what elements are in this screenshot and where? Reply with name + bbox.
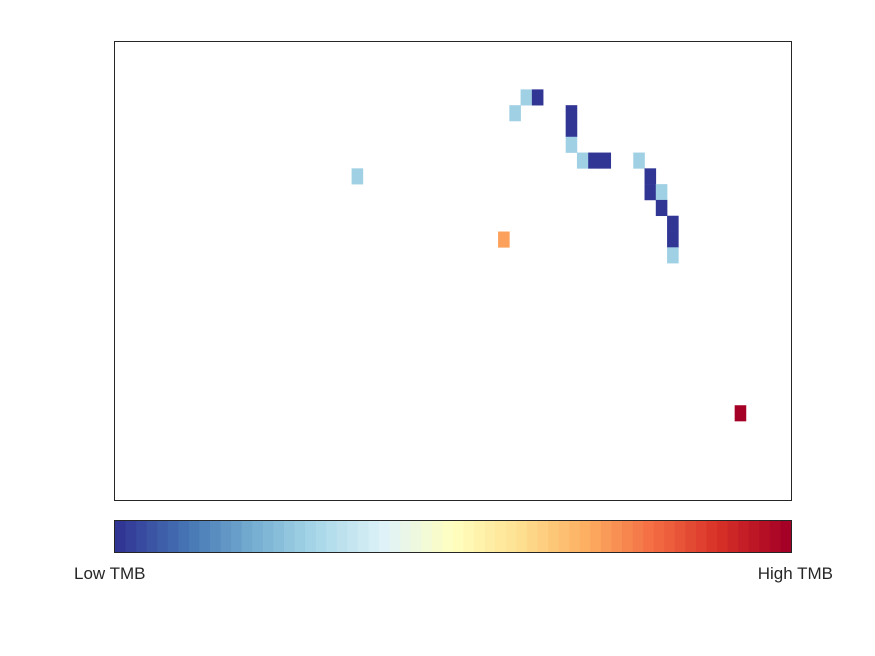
- colorbar-step: [495, 521, 507, 552]
- colorbar-step: [484, 521, 496, 552]
- colorbar-step: [685, 521, 697, 552]
- heatmap-cell-5: [565, 136, 578, 153]
- colorbar-step: [600, 521, 612, 552]
- heatmap-cell-16: [498, 231, 510, 248]
- colorbar-step: [474, 521, 486, 552]
- colorbar-step: [526, 521, 538, 552]
- colorbar-step: [431, 521, 443, 552]
- heatmap-cell-0: [520, 89, 533, 106]
- colorbar-step: [695, 521, 707, 552]
- colorbar-step: [569, 521, 581, 552]
- heatmap-cell-7: [588, 152, 600, 169]
- colorbar-step: [400, 521, 412, 552]
- colorbar-step: [315, 521, 327, 552]
- colorbar-step: [706, 521, 718, 552]
- colorbar-step: [410, 521, 422, 552]
- heatmap-cell-15: [667, 215, 679, 232]
- colorbar-step: [643, 521, 655, 552]
- colorbar-step: [167, 521, 179, 552]
- heatmap-cell-3: [565, 105, 578, 122]
- colorbar-step: [748, 521, 760, 552]
- heatmap-cell-17: [667, 231, 679, 248]
- colorbar-step: [769, 521, 781, 552]
- colorbar-high-label: High TMB: [757, 564, 833, 583]
- colorbar-step: [622, 521, 633, 552]
- colorbar-step: [273, 521, 285, 552]
- colorbar-step: [664, 521, 676, 552]
- heatmap-cell-18: [667, 247, 679, 264]
- colorbar-step: [357, 521, 369, 552]
- colorbar-step: [210, 521, 222, 552]
- colorbar-step: [241, 521, 253, 552]
- colorbar-step: [389, 521, 401, 552]
- colorbar-step: [379, 521, 391, 552]
- colorbar-step: [759, 521, 771, 552]
- colorbar-step: [347, 521, 359, 552]
- colorbar-step: [674, 521, 686, 552]
- colorbar-step: [738, 521, 750, 552]
- heatmap-cell-14: [655, 199, 668, 217]
- heatmap-cell-6: [576, 152, 589, 169]
- colorbar-step: [632, 521, 644, 552]
- colorbar-step: [653, 521, 665, 552]
- colorbar-step: [516, 521, 528, 552]
- colorbar-step: [505, 521, 517, 552]
- colorbar: [114, 520, 792, 553]
- colorbar-step: [136, 521, 148, 552]
- colorbar-step: [125, 521, 137, 552]
- colorbar-step: [442, 521, 454, 552]
- colorbar-low-label: Low TMB: [74, 564, 146, 583]
- heatmap-cell-11: [644, 168, 657, 185]
- colorbar-step: [548, 521, 560, 552]
- colorbar-step: [146, 521, 158, 552]
- colorbar-gradient: [115, 521, 791, 552]
- colorbar-step: [326, 521, 338, 552]
- colorbar-step: [463, 521, 475, 552]
- colorbar-step: [537, 521, 549, 552]
- heatmap-cell-4: [565, 120, 578, 138]
- heatmap-plot-area: [114, 41, 792, 501]
- colorbar-step: [336, 521, 348, 552]
- colorbar-step: [157, 521, 169, 552]
- colorbar-step: [590, 521, 602, 552]
- heatmap-cell-2: [509, 105, 521, 122]
- colorbar-step: [421, 521, 433, 552]
- heatmap-cell-12: [644, 184, 657, 201]
- colorbar-step: [780, 521, 791, 552]
- colorbar-step: [579, 521, 591, 552]
- heatmap-cell-19: [734, 405, 747, 422]
- colorbar-step: [453, 521, 464, 552]
- colorbar-step: [252, 521, 264, 552]
- colorbar-step: [305, 521, 317, 552]
- colorbar-step: [727, 521, 739, 552]
- colorbar-step: [178, 521, 190, 552]
- heatmap-cell-8: [599, 152, 612, 169]
- colorbar-step: [558, 521, 570, 552]
- colorbar-step: [284, 521, 295, 552]
- colorbar-step: [368, 521, 380, 552]
- colorbar-step: [188, 521, 200, 552]
- colorbar-step: [231, 521, 243, 552]
- colorbar-step: [220, 521, 232, 552]
- colorbar-step: [115, 521, 126, 552]
- heatmap-cell-9: [633, 152, 645, 169]
- colorbar-step: [294, 521, 306, 552]
- heatmap-cell-1: [531, 89, 544, 106]
- heatmap-cell-13: [655, 184, 668, 201]
- colorbar-step: [611, 521, 623, 552]
- colorbar-step: [262, 521, 274, 552]
- heatmap-cells: [351, 89, 747, 422]
- heatmap-cell-10: [351, 168, 364, 185]
- colorbar-step: [717, 521, 729, 552]
- colorbar-step: [199, 521, 211, 552]
